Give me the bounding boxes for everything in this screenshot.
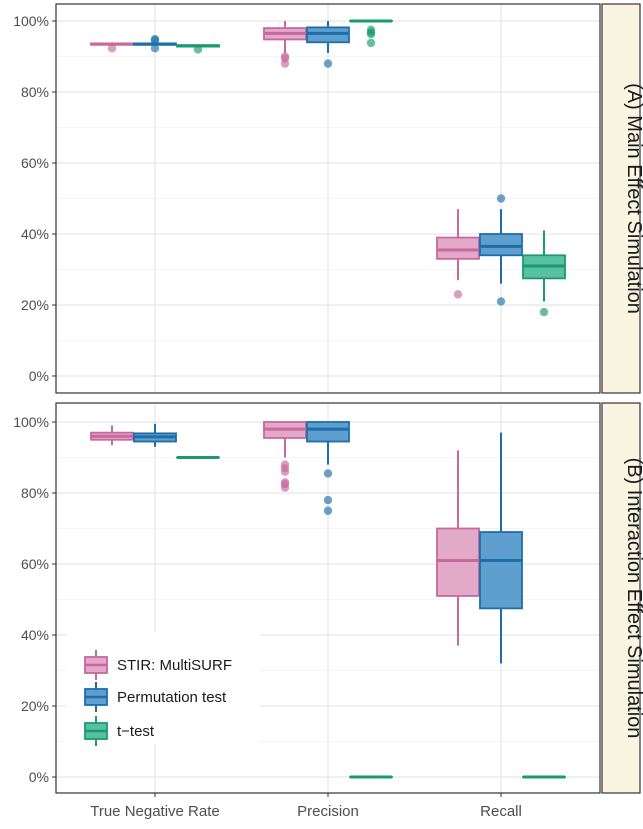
outlier-point bbox=[324, 469, 332, 477]
box bbox=[480, 234, 522, 255]
y-tick-label: 0% bbox=[29, 368, 49, 384]
x-tick-label: Recall bbox=[480, 803, 522, 820]
facet-strip-label: (A) Main Effect Simulation bbox=[623, 83, 643, 314]
legend-label: Permutation test bbox=[117, 689, 227, 706]
y-tick-label: 60% bbox=[21, 155, 49, 171]
outlier-point bbox=[151, 44, 159, 52]
y-tick-label: 20% bbox=[21, 297, 49, 313]
outlier-point bbox=[324, 507, 332, 515]
y-tick-label: 20% bbox=[21, 698, 49, 714]
box bbox=[437, 238, 479, 259]
outlier-point bbox=[367, 30, 375, 38]
y-tick-label: 60% bbox=[21, 556, 49, 572]
outlier-point bbox=[540, 308, 548, 316]
outlier-point bbox=[281, 468, 289, 476]
outlier-point bbox=[324, 496, 332, 504]
outlier-point bbox=[194, 45, 202, 53]
facet-strip-label: (B) Interaction Effect Simulation bbox=[623, 458, 643, 739]
box bbox=[307, 422, 349, 442]
outlier-point bbox=[151, 35, 159, 43]
x-tick-label: Precision bbox=[297, 803, 359, 820]
outlier-point bbox=[497, 194, 505, 202]
outlier-point bbox=[497, 297, 505, 305]
outlier-point bbox=[108, 44, 116, 52]
y-tick-label: 80% bbox=[21, 84, 49, 100]
y-tick-label: 0% bbox=[29, 769, 49, 785]
y-tick-label: 40% bbox=[21, 226, 49, 242]
legend-label: STIR: MultiSURF bbox=[117, 657, 232, 674]
y-tick-label: 100% bbox=[13, 13, 49, 29]
outlier-point bbox=[367, 39, 375, 47]
y-tick-label: 80% bbox=[21, 485, 49, 501]
y-tick-label: 100% bbox=[13, 414, 49, 430]
box bbox=[437, 529, 479, 596]
legend-label: t−test bbox=[117, 723, 155, 740]
y-tick-label: 40% bbox=[21, 627, 49, 643]
outlier-point bbox=[281, 59, 289, 67]
outlier-point bbox=[454, 290, 462, 298]
outlier-point bbox=[324, 59, 332, 67]
x-tick-label: True Negative Rate bbox=[90, 803, 220, 820]
outlier-point bbox=[281, 483, 289, 491]
box bbox=[480, 532, 522, 608]
